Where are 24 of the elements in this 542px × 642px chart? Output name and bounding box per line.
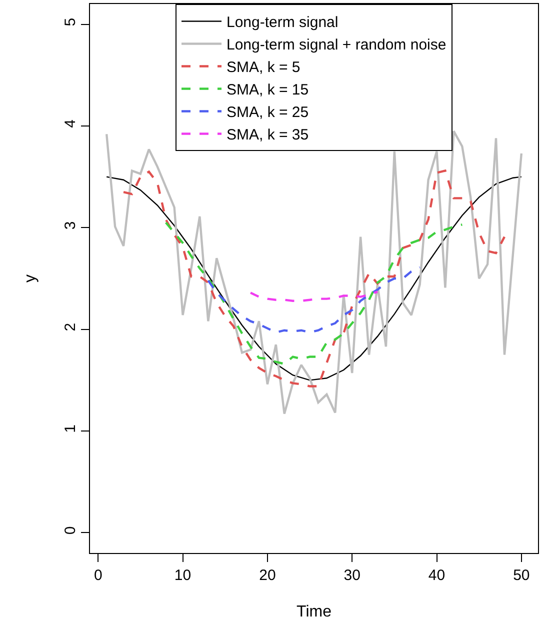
legend-label: SMA, k = 5 [226, 59, 300, 76]
line-series [249, 290, 379, 302]
line-series [164, 221, 464, 365]
legend-label: SMA, k = 35 [226, 126, 309, 144]
y-tick-label: 5 [62, 18, 79, 26]
y-tick-label: 0 [62, 526, 79, 535]
y-axis-title: y [22, 274, 39, 282]
line-series [105, 130, 523, 415]
legend-label: Long-term signal + random noise [226, 36, 446, 54]
x-tick-label: 50 [513, 567, 530, 584]
x-tick-label: 40 [428, 567, 446, 584]
y-tick-label: 1 [62, 424, 79, 433]
x-axis-title: Time [296, 604, 332, 621]
line-series [207, 266, 421, 334]
legend-label: SMA, k = 25 [226, 104, 309, 122]
legend-label: SMA, k = 15 [226, 82, 309, 99]
x-tick-label: 0 [94, 567, 102, 584]
y-tick-label: 2 [62, 322, 79, 332]
y-tick-label: 3 [62, 221, 79, 230]
x-tick-label: 20 [259, 567, 276, 584]
y-tick-label: 4 [62, 120, 79, 128]
x-tick-label: 30 [344, 567, 360, 584]
legend-label: Long-term signal [226, 14, 338, 32]
x-tick-label: 10 [174, 567, 192, 584]
